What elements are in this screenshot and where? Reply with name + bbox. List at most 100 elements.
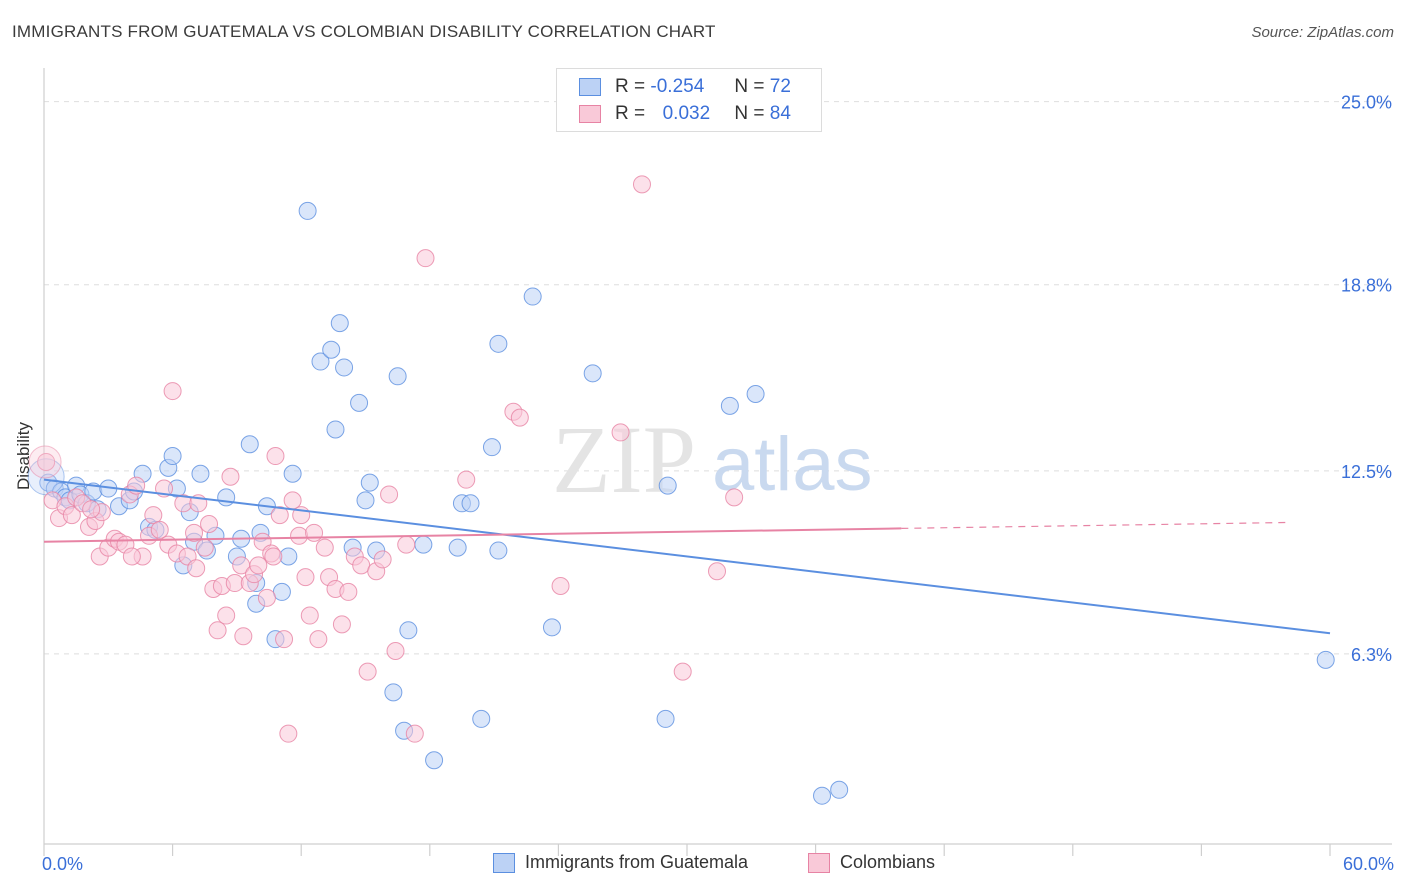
data-point: [315, 538, 334, 557]
data-point: [551, 577, 570, 595]
data-point: [221, 467, 240, 486]
data-point: [632, 175, 651, 194]
watermark: ZIP atlas: [552, 406, 873, 513]
trend-line: [43, 478, 1331, 635]
data-point: [257, 588, 276, 607]
data-point: [461, 494, 480, 513]
data-point: [330, 314, 349, 333]
bottom-legend-label: Immigrants from Guatemala: [525, 852, 749, 872]
data-point: [656, 709, 675, 728]
data-point: [249, 556, 268, 575]
data-point: [283, 491, 302, 510]
data-point: [122, 547, 141, 566]
data-point: [583, 364, 602, 383]
data-point: [240, 435, 259, 454]
data-point: [405, 724, 424, 743]
data-point: [523, 287, 542, 306]
data-point: [386, 641, 405, 660]
data-point: [380, 485, 399, 504]
watermark-zip: ZIP: [552, 406, 696, 513]
data-point: [384, 683, 403, 702]
source-label: Source: ZipAtlas.com: [1251, 24, 1394, 41]
data-point: [708, 562, 727, 581]
data-point: [416, 249, 435, 268]
data-point: [270, 506, 289, 525]
x-tick-label: 60.0%: [1343, 854, 1394, 874]
data-point: [300, 606, 319, 625]
data-point: [150, 520, 169, 539]
data-point: [339, 582, 358, 601]
data-point: [283, 464, 302, 483]
trend-line-extension: [901, 521, 1288, 530]
data-point: [191, 464, 210, 483]
legend-n-value: 84: [769, 103, 791, 124]
data-point: [1316, 650, 1335, 669]
tick-labels: 6.3% 12.5% 18.8% 25.0% 0.0% 60.0%: [42, 93, 1394, 874]
legend-n-value: 72: [769, 76, 791, 97]
data-point: [322, 340, 341, 359]
data-point: [275, 630, 294, 649]
data-point: [326, 420, 345, 439]
data-point: [414, 535, 433, 554]
data-point: [28, 445, 62, 479]
trend-lines: [43, 478, 1331, 635]
bottom-legend-colombians: Colombians: [808, 852, 935, 873]
data-point: [397, 535, 416, 554]
data-point: [611, 423, 630, 442]
y-tick-label: 18.8%: [1341, 276, 1392, 296]
legend-n-label: N =: [734, 76, 765, 97]
data-point: [489, 541, 508, 560]
data-point: [482, 438, 501, 457]
data-point: [305, 523, 324, 542]
data-point: [266, 447, 285, 466]
bottom-legend-swatch-guatemala: [493, 852, 515, 873]
data-point: [373, 550, 392, 569]
bottom-legend-swatch-colombians: [808, 852, 830, 873]
data-point: [356, 491, 375, 510]
data-point: [830, 780, 849, 799]
legend-n-label: N =: [734, 103, 765, 124]
data-point: [350, 393, 369, 412]
data-point: [720, 396, 739, 415]
series-colombians-points: [28, 175, 744, 743]
data-point: [425, 751, 444, 770]
data-point: [290, 526, 309, 545]
data-point: [332, 615, 351, 634]
data-point: [388, 367, 407, 386]
data-point: [217, 606, 236, 625]
data-point: [296, 568, 315, 587]
data-point: [309, 630, 328, 649]
data-point: [457, 470, 476, 489]
chart-title: IMMIGRANTS FROM GUATEMALA VS COLOMBIAN D…: [12, 22, 716, 41]
x-tick-label: 0.0%: [42, 854, 83, 874]
legend-swatch-guatemala: [579, 78, 601, 96]
data-point: [185, 523, 204, 542]
data-point: [234, 627, 253, 646]
data-point: [37, 452, 56, 471]
legend-r-label: R =: [615, 103, 646, 124]
data-point: [448, 538, 467, 557]
legend-r-value: -0.254: [650, 76, 705, 97]
data-point: [352, 556, 371, 575]
data-point: [225, 574, 244, 593]
data-point: [62, 506, 81, 525]
data-point: [335, 358, 354, 377]
data-point: [298, 201, 317, 220]
bottom-legend-guatemala: Immigrants from Guatemala: [493, 852, 748, 873]
data-point: [399, 621, 418, 640]
data-point: [542, 618, 561, 637]
y-tick-label: 6.3%: [1351, 645, 1392, 665]
data-point: [311, 352, 330, 371]
y-tick-label: 12.5%: [1341, 462, 1392, 482]
data-point: [510, 408, 529, 427]
data-point: [272, 582, 291, 601]
data-point: [489, 334, 508, 353]
correlation-legend: R = -0.254 N = 72 R = 0.032 N = 84: [556, 68, 822, 132]
data-point: [358, 662, 377, 681]
data-point: [746, 385, 765, 404]
data-point: [163, 447, 182, 466]
legend-r-label: R =: [615, 76, 646, 97]
data-point: [279, 724, 298, 743]
data-point: [658, 476, 677, 495]
